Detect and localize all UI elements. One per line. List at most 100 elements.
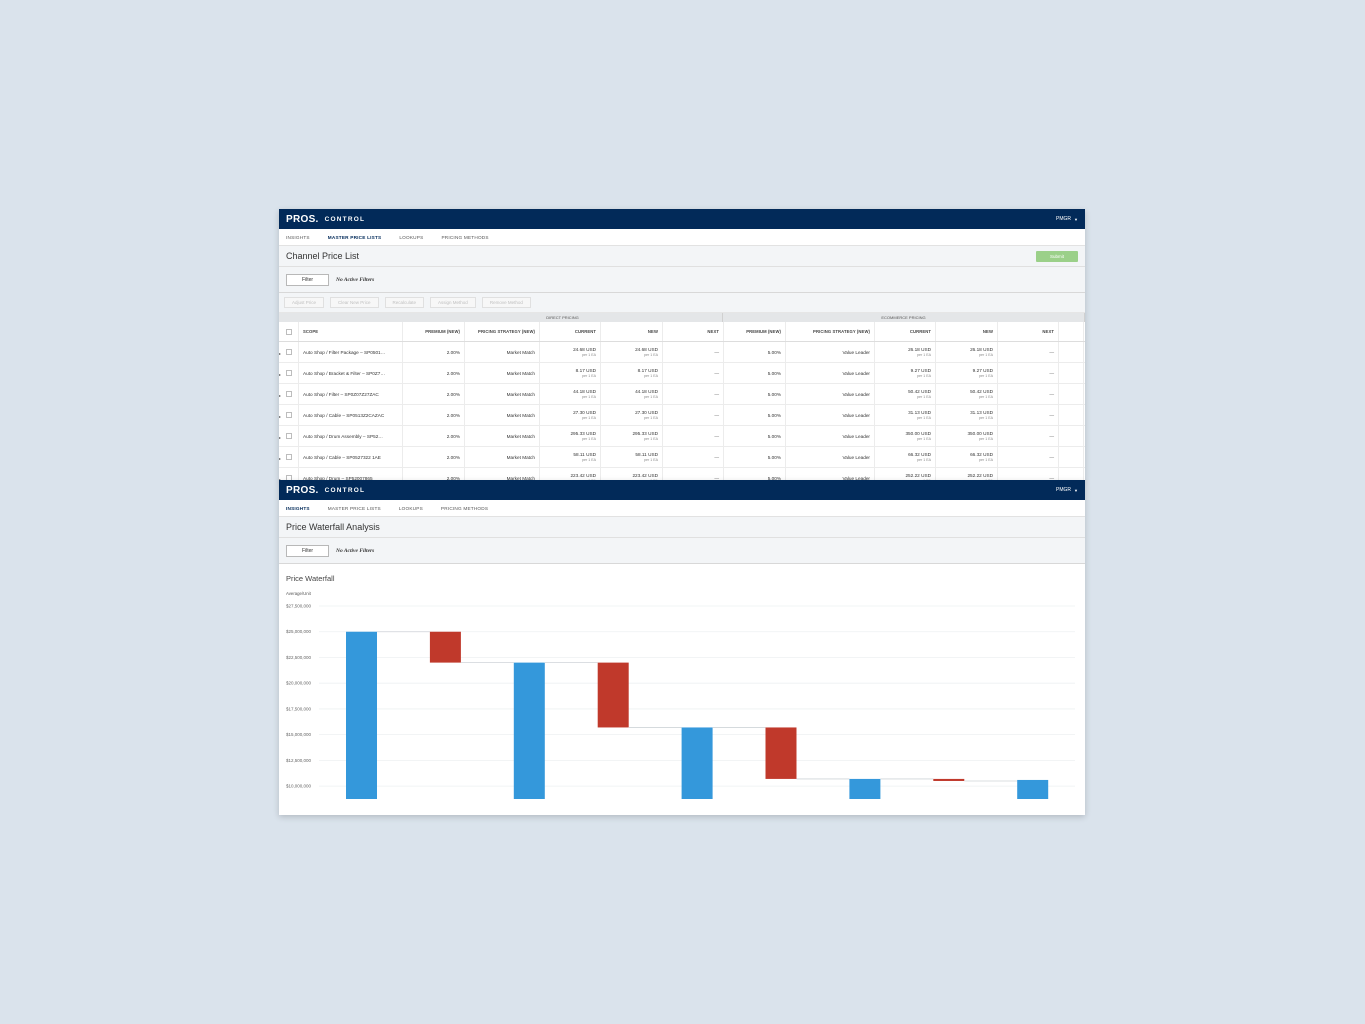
expand-arrow-icon[interactable]: ▸ [279,414,282,419]
direct-next-cell: — [663,447,724,467]
direct-premium-cell[interactable]: 2.00% [403,468,465,481]
col-ecom-current[interactable]: CURRENT [875,322,936,341]
direct-strategy-cell[interactable]: Market Match [465,426,540,446]
expand-arrow-icon[interactable]: ▸ [279,477,282,481]
tab-master-price-lists[interactable]: MASTER PRICE LISTS [327,505,381,511]
brand-2[interactable]: PROS. CONTROL [286,485,365,496]
col-ecom-premium[interactable]: PREMIUM (NEW) [724,322,786,341]
direct-strategy-cell[interactable]: Market Match [465,405,540,425]
col-scope[interactable]: SCOPE [299,322,403,341]
expand-arrow-icon[interactable]: ▸ [279,351,282,356]
clear-new-price-button[interactable]: Clear New Price [330,297,379,308]
expand-arrow-icon[interactable]: ▸ [279,435,282,440]
row-checkbox[interactable] [285,391,292,397]
ecom-strategy-cell[interactable]: Value Leader [786,342,875,362]
tab-pricing-methods[interactable]: PRICING METHODS [440,505,489,511]
price-unit: per 1 EA [979,373,993,378]
select-all-checkbox[interactable] [285,328,292,335]
total-bar [681,727,713,799]
ecom-premium-cell[interactable]: 5.00% [724,384,786,404]
user-menu[interactable]: PMGR ▼ [1056,216,1078,222]
direct-premium-cell[interactable]: 2.00% [403,384,465,404]
filter-button[interactable]: Filter [286,544,329,557]
row-checkbox[interactable] [285,412,292,418]
ecom-premium-cell[interactable]: 5.00% [724,342,786,362]
table-row[interactable]: ▸ Auto Shop / Cable – SP0527322 1AE 2.00% M… [279,447,1085,468]
tab-lookups[interactable]: LOOKUPS [399,234,424,240]
expand-arrow-icon[interactable]: ▸ [279,456,282,461]
table-row[interactable]: ▸ Auto Shop / Bracket & Filter – SP0Z7… 2.… [279,363,1085,384]
assign-method-button[interactable]: Assign Method [430,297,476,308]
remove-method-button[interactable]: Remove Method [481,297,531,308]
direct-premium-cell[interactable]: 2.00% [403,447,465,467]
decrease-bar [597,662,629,728]
row-end [1059,447,1084,467]
filter-button[interactable]: Filter [286,273,329,286]
price-unit: per 1 EA [917,394,931,399]
table-row[interactable]: ▸ Auto Shop / Filter Package – SP0501… 2.0… [279,342,1085,363]
col-ecom-new[interactable]: NEW [936,322,998,341]
ecom-strategy-cell[interactable]: Value Leader [786,447,875,467]
table-row[interactable]: ▸ Auto Shop / Drum Assembly – SP52… 2.00% M… [279,426,1085,447]
row-checkbox[interactable] [285,454,292,460]
ecom-strategy-cell[interactable]: Value Leader [786,468,875,481]
col-direct-strategy[interactable]: PRICING STRATEGY (NEW) [465,322,540,341]
tab-pricing-methods[interactable]: PRICING METHODS [441,234,489,240]
app-name: CONTROL [324,486,366,494]
tab-insights[interactable]: INSIGHTS [286,505,310,511]
col-direct-premium[interactable]: PREMIUM (NEW) [403,322,465,341]
row-select-cell [279,384,299,404]
col-direct-next[interactable]: NEXT [663,322,724,341]
ecom-premium-cell[interactable]: 5.00% [724,468,786,481]
ecom-premium-cell[interactable]: 5.00% [724,426,786,446]
expand-arrow-icon[interactable]: ▸ [279,372,282,377]
waterfall-chart: $27,500,000 $25,000,000 $22,500,000 $20,000… [286,604,1075,799]
ecom-premium-cell[interactable]: 5.00% [724,405,786,425]
row-select-cell [279,405,299,425]
direct-premium-cell[interactable]: 2.00% [403,342,465,362]
filter-bar-2: Filter No Active Filters [279,538,1085,564]
adjust-price-button[interactable]: Adjust Price [284,297,325,308]
row-checkbox[interactable] [285,433,292,439]
direct-strategy-cell[interactable]: Market Match [465,363,540,383]
table-row[interactable]: ▸ Auto Shop / Drum – SP52007865 2.00% Marke… [279,468,1085,481]
direct-premium-cell[interactable]: 2.00% [403,363,465,383]
main-nav: INSIGHTS MASTER PRICE LISTS LOOKUPS PRIC… [279,229,1085,246]
price-value: 8.17 USD per 1 EA [638,368,658,378]
recalculate-button[interactable]: Recalculate [384,297,425,308]
submit-button[interactable]: Submit [1036,250,1078,262]
brand[interactable]: PROS. CONTROL [286,214,365,225]
ecom-strategy-cell[interactable]: Value Leader [786,384,875,404]
direct-strategy-cell[interactable]: Market Match [465,342,540,362]
expand-arrow-icon[interactable]: ▸ [279,393,282,398]
col-direct-current[interactable]: CURRENT [540,322,601,341]
row-checkbox[interactable] [285,370,292,376]
col-ecom-strategy[interactable]: PRICING STRATEGY (NEW) [786,322,875,341]
direct-strategy-cell[interactable]: Market Match [465,447,540,467]
direct-premium-cell[interactable]: 2.00% [403,426,465,446]
tab-lookups[interactable]: LOOKUPS [398,505,423,511]
direct-next-cell: — [663,342,724,362]
row-checkbox[interactable] [285,349,292,355]
direct-premium-cell[interactable]: 2.00% [403,405,465,425]
price-unit: per 1 EA [917,436,931,441]
direct-strategy-cell[interactable]: Market Match [465,468,540,481]
ecom-premium-cell[interactable]: 5.00% [724,363,786,383]
table-row[interactable]: ▸ Auto Shop / Filter – SP0Z07Z27ZAC 2.00% M… [279,384,1085,405]
price-unit: per 1 EA [582,394,596,399]
price-unit: per 1 EA [644,373,658,378]
col-ecom-next[interactable]: NEXT [998,322,1059,341]
ecom-strategy-cell[interactable]: Value Leader [786,363,875,383]
tab-master-price-lists[interactable]: MASTER PRICE LISTS [327,234,382,240]
price-unit: per 1 EA [979,479,993,481]
col-direct-new[interactable]: NEW [601,322,663,341]
ecom-strategy-cell[interactable]: Value Leader [786,405,875,425]
ecom-current-cell: 9.27 USD per 1 EA [875,363,936,383]
table-row[interactable]: ▸ Auto Shop / Cable – SP0513Z2CAZAC 2.00% M… [279,405,1085,426]
tab-insights[interactable]: INSIGHTS [286,234,310,240]
direct-strategy-cell[interactable]: Market Match [465,384,540,404]
ecom-strategy-cell[interactable]: Value Leader [786,426,875,446]
user-menu-2[interactable]: PMGR ▼ [1056,487,1078,493]
ecom-premium-cell[interactable]: 5.00% [724,447,786,467]
